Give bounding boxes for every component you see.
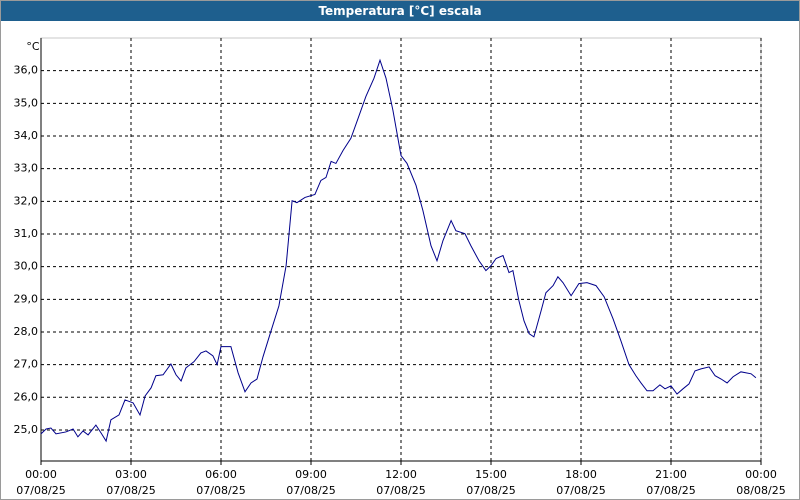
y-tick-label: 29,0 [14, 292, 39, 305]
x-tick-label: 06:00 07/08/25 [196, 468, 246, 497]
y-tick-label: 28,0 [14, 325, 39, 338]
y-tick-label: 34,0 [14, 129, 39, 142]
x-tick-label: 12:00 07/08/25 [376, 468, 426, 497]
y-tick-label: 36,0 [14, 64, 39, 77]
data-line [40, 58, 757, 443]
x-tick-label: 00:00 08/08/25 [736, 468, 786, 497]
x-tick-label: 03:00 07/08/25 [106, 468, 156, 497]
x-tick-label: 00:00 07/08/25 [16, 468, 66, 497]
y-tick-label: 30,0 [14, 260, 39, 273]
y-tick-label: 27,0 [14, 358, 39, 371]
x-tick-label: 18:00 07/08/25 [556, 468, 606, 497]
chart-title: Temperatura [°C] escala [1, 1, 799, 21]
x-tick-label: 21:00 07/08/25 [646, 468, 696, 497]
y-tick-label: 35,0 [14, 96, 39, 109]
y-unit: °C [26, 40, 40, 53]
x-tick-label: 09:00 07/08/25 [286, 468, 336, 497]
x-tick-label: 15:00 07/08/25 [466, 468, 516, 497]
y-tick-label: 25,0 [14, 423, 39, 436]
y-tick-label: 32,0 [14, 194, 39, 207]
y-tick-label: 33,0 [14, 162, 39, 175]
y-tick-label: 31,0 [14, 227, 39, 240]
y-tick-label: 26,0 [14, 390, 39, 403]
